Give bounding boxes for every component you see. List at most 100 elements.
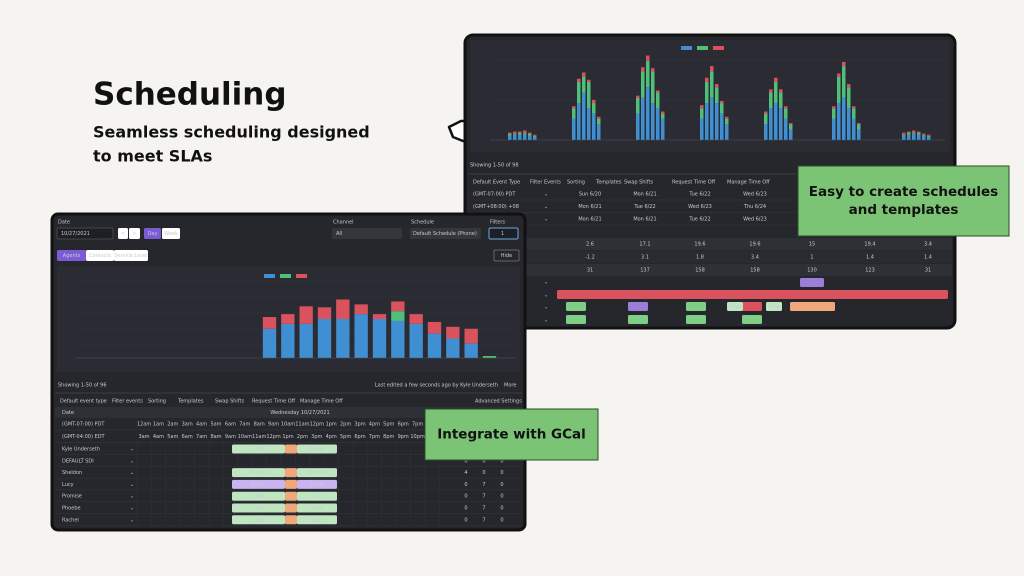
bar-segment	[641, 97, 645, 140]
advanced-settings: Advanced Settings	[475, 399, 522, 405]
shift-chip	[790, 302, 835, 311]
stat-value: 123	[865, 268, 875, 274]
bar-segment	[789, 124, 793, 130]
date-input[interactable]	[56, 227, 114, 240]
shift-chip	[297, 491, 337, 501]
shift-chip	[566, 302, 586, 311]
bar-segment	[262, 317, 277, 329]
bar-segment	[661, 111, 665, 114]
bar-segment	[354, 314, 368, 358]
hour-label: 3pm	[311, 434, 322, 440]
toolbar-item: Sorting	[148, 399, 166, 405]
agent-total: 0	[500, 517, 503, 523]
shift-chip	[742, 302, 762, 311]
bar-segment	[847, 108, 851, 140]
bar-segment	[852, 106, 856, 109]
stat-value: -1.2	[585, 255, 595, 261]
agent-total: 0	[482, 458, 485, 464]
schedule-select[interactable]	[410, 228, 481, 239]
tab[interactable]	[86, 250, 114, 261]
stat-value: 15	[809, 242, 815, 248]
shift-bar	[557, 290, 948, 299]
day-header: Wednesday 10/27/2021	[270, 410, 329, 416]
toolbar-item: Swap Shifts	[215, 399, 244, 405]
date-header: Tue 6/22	[688, 217, 710, 223]
shift-break	[285, 503, 297, 513]
agent-total: 0	[500, 482, 503, 488]
stat-value: 31	[925, 268, 931, 274]
nav-button[interactable]	[162, 228, 180, 239]
bar-segment	[927, 135, 931, 137]
chevron: ⌄	[544, 204, 548, 210]
hour-label: 6pm	[398, 422, 409, 428]
agent-total: 7	[482, 482, 485, 488]
nav-button[interactable]	[144, 228, 161, 239]
bar-segment	[837, 73, 841, 77]
bar-segment	[528, 132, 532, 134]
bar-segment	[907, 131, 911, 133]
chip-label: Phone	[309, 447, 325, 453]
tab[interactable]	[114, 250, 148, 261]
hour-label: 6am	[182, 434, 193, 440]
shift-chip	[628, 302, 648, 311]
bar-segment	[528, 135, 532, 140]
slide-title: Scheduling	[93, 77, 287, 113]
bar-segment	[646, 60, 650, 88]
bar-segment	[769, 92, 773, 109]
bar-segment	[597, 124, 601, 140]
bar-segment	[784, 108, 788, 119]
nav-button[interactable]	[129, 228, 140, 239]
bar-segment	[582, 92, 586, 140]
bar-segment	[912, 130, 916, 133]
channel-select[interactable]	[332, 228, 402, 239]
shift-break	[285, 468, 297, 478]
bar-segment	[832, 108, 836, 119]
field-label: Channel	[333, 220, 354, 226]
tab[interactable]	[57, 250, 86, 261]
bar-segment	[857, 124, 861, 130]
bar-segment	[842, 97, 846, 140]
agent-total: 0	[482, 470, 485, 476]
bar-segment	[700, 105, 704, 109]
stat-value: 3.4	[924, 242, 932, 248]
agent-name: DEFAULT SDI	[62, 458, 94, 464]
agent-total: 0	[464, 482, 467, 488]
shift-break	[285, 515, 297, 525]
shift-chip	[628, 315, 648, 324]
bar-segment	[518, 134, 522, 140]
date-column: Date	[62, 410, 74, 416]
stat-value: 19.6	[694, 242, 705, 248]
bar-segment	[317, 307, 332, 319]
bar-segment	[847, 84, 851, 88]
hour-label: 9am	[268, 422, 279, 428]
agent-total: 0	[500, 506, 503, 512]
hour-label: 11am	[295, 422, 309, 428]
callout-text: and templates	[849, 202, 959, 218]
bar-segment	[764, 124, 768, 140]
bar-segment	[774, 81, 778, 104]
bar-segment	[774, 103, 778, 140]
hour-label: 3pm	[354, 422, 365, 428]
chip-label: Chat	[252, 517, 264, 523]
hour-label: 1pm	[282, 434, 293, 440]
chip-label: Chat	[252, 494, 264, 500]
slide-subtitle: to meet SLAs	[93, 147, 212, 166]
bar-segment	[572, 106, 576, 109]
stat-value: 1.4	[866, 255, 874, 261]
hour-label: 10am	[281, 422, 295, 428]
hour-label: 7pm	[369, 434, 380, 440]
bar-segment	[725, 124, 729, 140]
bar-segment	[592, 113, 596, 140]
chip-label: Chat	[311, 517, 323, 523]
toolbar-item: Sorting	[567, 180, 585, 186]
stat-row	[468, 238, 952, 250]
chip-label: Chat	[252, 447, 264, 453]
bar-segment	[902, 132, 906, 135]
hide-button[interactable]	[493, 249, 520, 262]
bar-segment	[427, 321, 442, 334]
hour-label: 12pm	[310, 422, 325, 428]
shift-break	[285, 444, 297, 454]
filters-button[interactable]	[488, 227, 519, 240]
agent-total: 0	[500, 458, 503, 464]
nav-button[interactable]	[118, 228, 128, 239]
